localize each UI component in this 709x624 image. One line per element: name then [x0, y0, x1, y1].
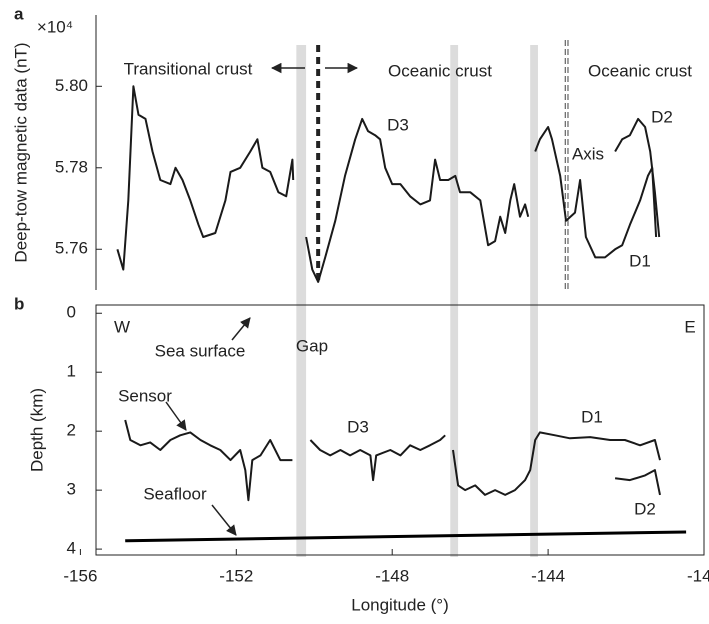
annotation: Axis — [572, 144, 604, 163]
plot-frame — [95, 304, 705, 556]
data-line — [124, 419, 661, 502]
annotation: Sea surface — [155, 341, 246, 360]
annotation: D1 — [629, 251, 651, 270]
data-line — [614, 117, 661, 238]
x-tick-label: -144 — [531, 566, 565, 585]
panel-label: a — [14, 4, 24, 23]
arrow — [165, 401, 187, 431]
annotation: Oceanic crust — [388, 61, 492, 80]
y-tick-label: 1 — [67, 362, 76, 381]
data-line — [125, 530, 687, 543]
arrow — [231, 317, 251, 341]
annotation: Transitional crust — [124, 59, 253, 78]
data-line — [116, 85, 658, 283]
y-tick-label: 0 — [67, 303, 76, 322]
y-tick-label: 5.76 — [55, 239, 88, 258]
annotation: D1 — [581, 407, 603, 426]
y-axis-title: Deep-tow magnetic data (nT) — [11, 42, 30, 262]
y-tick-label: 3 — [67, 480, 76, 499]
gap-band — [296, 45, 307, 557]
annotation: E — [684, 317, 695, 336]
x-tick-label: -148 — [375, 566, 409, 585]
y-tick-label: 2 — [67, 421, 76, 440]
annotation: Gap — [296, 336, 328, 355]
gap-band — [530, 45, 538, 557]
annotation: Oceanic crust — [588, 61, 692, 80]
annotation: D3 — [347, 417, 369, 436]
x-tick-label: -156 — [63, 566, 97, 585]
data-line — [614, 469, 661, 496]
annotation: D3 — [387, 115, 409, 134]
annotation: Sensor — [118, 386, 172, 405]
annotation: Seafloor — [143, 484, 207, 503]
y-tick-label: 5.80 — [55, 76, 88, 95]
annotation: W — [114, 317, 130, 336]
annotation: D2 — [651, 107, 673, 126]
panel-label: b — [14, 294, 24, 313]
x-tick-label: -140 — [687, 566, 709, 585]
annotation: D2 — [634, 499, 656, 518]
x-tick-label: -152 — [219, 566, 253, 585]
x-axis-title: Longitude (°) — [351, 595, 449, 614]
y-axis-title: Depth (km) — [27, 388, 46, 472]
y-scale-label: ×10⁴ — [37, 17, 73, 36]
arrow — [211, 504, 237, 536]
y-tick-label: 5.78 — [55, 157, 88, 176]
y-tick-label: 4 — [67, 539, 76, 558]
gap-band — [450, 45, 459, 557]
